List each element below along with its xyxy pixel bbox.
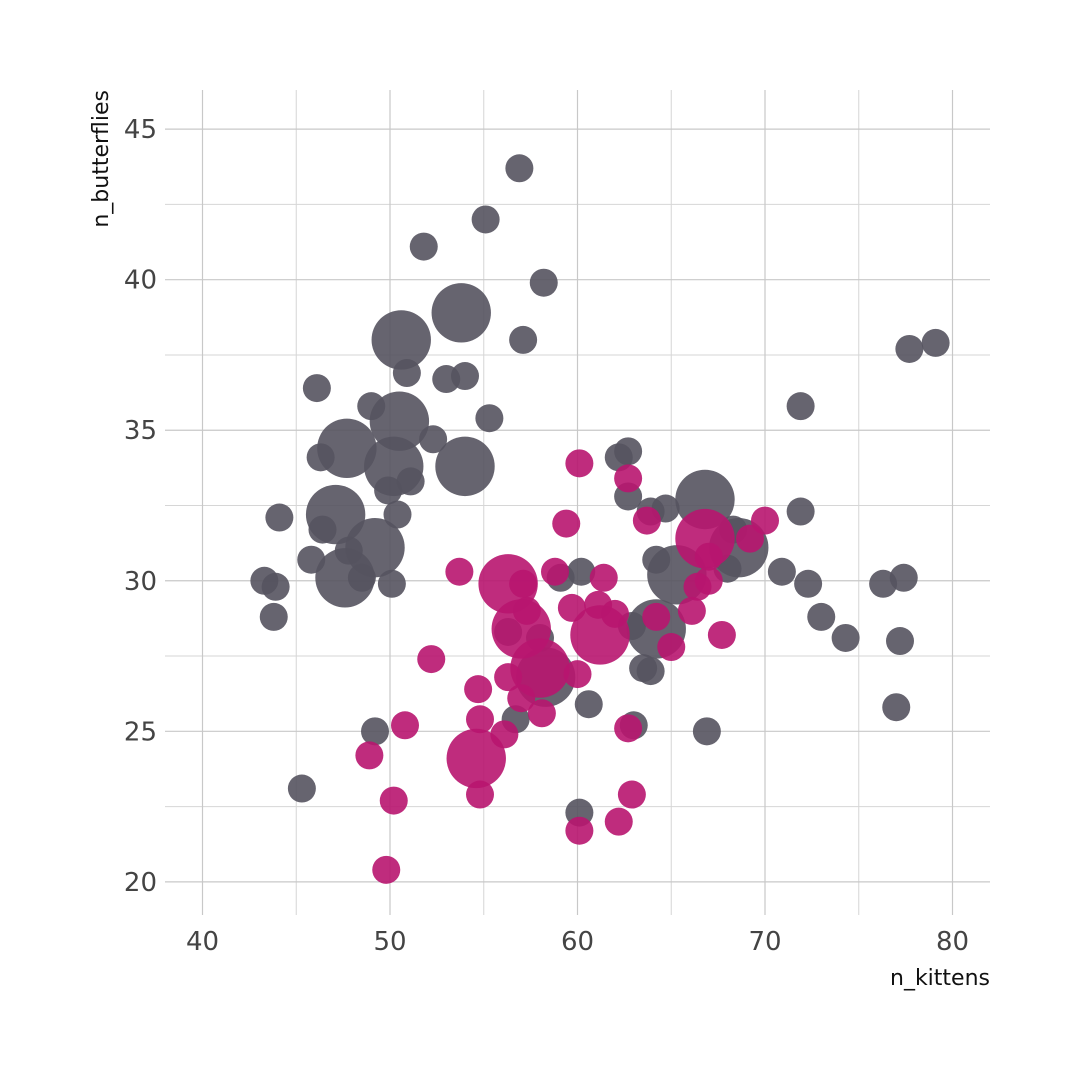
y-tick-label: 30	[124, 567, 157, 597]
bubble	[589, 563, 618, 592]
bubble	[570, 605, 630, 665]
bubble	[409, 232, 438, 261]
bubble	[509, 569, 538, 598]
y-axis-label: n_butterflies	[89, 90, 114, 228]
bubble	[308, 515, 337, 544]
bubble	[604, 443, 633, 472]
bubble	[355, 741, 384, 770]
bubble	[445, 557, 474, 586]
bubble	[657, 633, 686, 662]
x-tick-label: 60	[561, 927, 594, 957]
bubble	[377, 569, 406, 598]
bubble	[831, 623, 860, 652]
bubble	[565, 816, 594, 845]
bubble	[507, 684, 536, 713]
bubble	[807, 602, 836, 631]
x-tick-label: 70	[748, 927, 781, 957]
bubble	[369, 391, 430, 451]
bubble	[475, 404, 504, 433]
y-tick-label: 35	[124, 416, 157, 446]
y-tick-label: 25	[124, 717, 157, 747]
bubble	[886, 627, 914, 656]
x-tick-label: 80	[936, 927, 969, 957]
bubble	[692, 717, 721, 746]
y-tick-label: 45	[124, 115, 157, 145]
bubble	[372, 855, 401, 884]
bubble	[889, 563, 918, 592]
bubble	[306, 443, 335, 472]
bubble	[767, 557, 796, 586]
x-tick-label: 50	[373, 927, 406, 957]
bubble	[921, 328, 950, 357]
bubble	[510, 638, 570, 698]
bubble	[895, 334, 924, 363]
bubble	[614, 714, 643, 743]
bubble	[604, 807, 633, 836]
bubble	[642, 602, 671, 631]
bubble	[347, 563, 376, 592]
bubble	[464, 675, 493, 704]
bubble	[552, 509, 581, 538]
bubble	[786, 392, 815, 421]
bubble	[435, 436, 495, 497]
bubble	[259, 602, 288, 631]
bubble	[471, 205, 500, 234]
bubble	[505, 154, 534, 183]
bubble	[265, 503, 294, 532]
y-tick-label: 20	[124, 868, 157, 898]
bubble	[379, 786, 408, 815]
bubble	[565, 449, 594, 478]
bubble	[677, 596, 706, 625]
bubble	[302, 374, 331, 403]
bubble	[882, 693, 911, 722]
bubble	[509, 325, 538, 354]
bubble	[786, 497, 815, 526]
bubble	[694, 542, 723, 571]
bubble	[391, 711, 419, 740]
bubble	[574, 690, 603, 719]
bubble	[736, 524, 764, 553]
bubble	[563, 660, 592, 689]
bubble	[636, 657, 665, 686]
bubble	[494, 663, 523, 692]
bubble	[529, 268, 558, 297]
bubble	[632, 506, 661, 535]
bubble	[431, 283, 491, 343]
x-tick-label: 40	[186, 927, 219, 957]
bubble	[527, 699, 556, 728]
bubble	[371, 310, 431, 370]
bubble	[374, 476, 403, 505]
bubble	[287, 774, 316, 803]
bubble	[466, 705, 494, 734]
bubble	[383, 500, 412, 529]
bubble	[261, 572, 290, 601]
bubble	[396, 467, 425, 496]
bubble	[417, 645, 446, 674]
bubble	[707, 620, 736, 649]
bubble	[466, 780, 494, 809]
bubble	[315, 548, 375, 608]
bubble	[614, 464, 643, 493]
bubble	[419, 425, 448, 454]
bubble	[361, 717, 389, 746]
bubble	[451, 362, 479, 391]
bubble	[683, 572, 712, 601]
x-axis-label: n_kittens	[890, 966, 990, 991]
bubble	[541, 557, 569, 586]
bubble	[617, 780, 646, 809]
bubble	[446, 728, 506, 789]
y-tick-label: 40	[124, 266, 157, 296]
bubble	[794, 569, 823, 598]
bubble	[392, 359, 421, 388]
